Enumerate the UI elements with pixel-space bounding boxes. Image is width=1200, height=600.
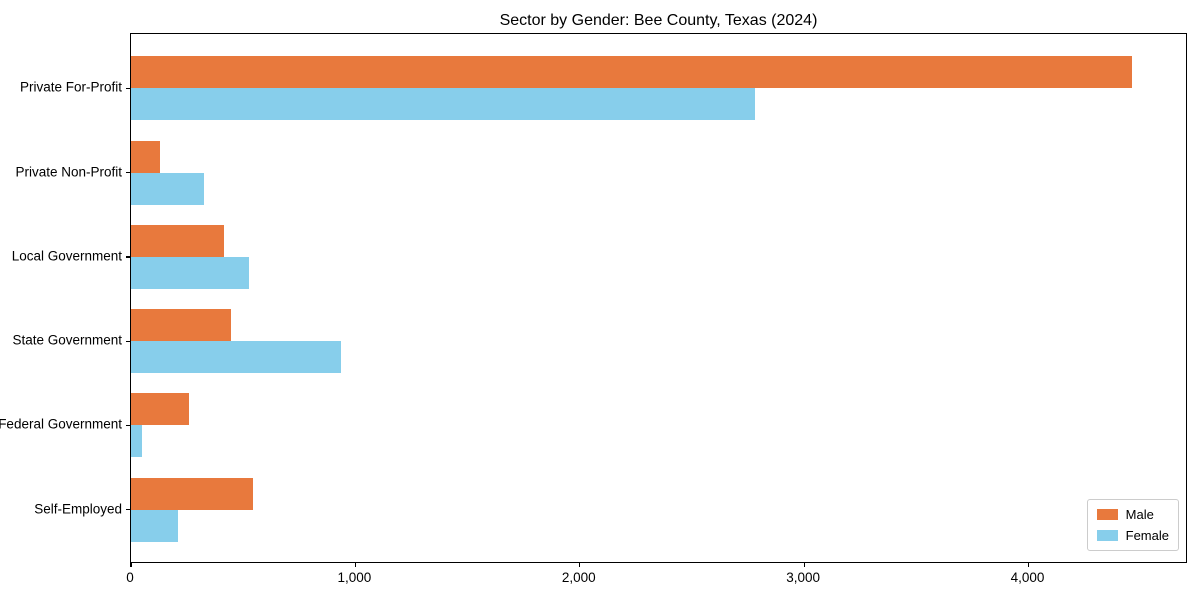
x-tick-mark (1027, 563, 1030, 567)
bar-female-1 (131, 88, 755, 121)
y-tick-mark (126, 340, 130, 342)
plot-area: Male Female (126, 33, 1187, 567)
legend-item-female: Female (1096, 528, 1169, 543)
chart-title: Sector by Gender: Bee County, Texas (202… (499, 12, 818, 29)
bar-male-5 (131, 393, 190, 426)
x-tick-mark (130, 563, 132, 567)
x-tick-label: 3,000 (786, 570, 821, 585)
y-tick-mark (126, 256, 130, 258)
bar-male-1 (131, 56, 1132, 89)
legend: Male Female (1086, 499, 1179, 551)
y-tick-mark (126, 509, 130, 511)
y-tick-mark (126, 172, 130, 174)
bar-female-4 (131, 341, 341, 374)
x-tick-mark (354, 563, 356, 567)
x-tick-label: 2,000 (561, 570, 596, 585)
legend-swatch-female (1096, 530, 1118, 541)
bar-female-5 (131, 425, 143, 458)
bar-female-6 (131, 509, 179, 542)
y-axis-label: Private Non-Profit (15, 164, 122, 180)
legend-swatch-male (1096, 509, 1118, 520)
bar-male-2 (131, 140, 161, 173)
bar-male-6 (131, 477, 254, 510)
y-tick-mark (126, 424, 130, 427)
y-axis-label: Private For-Profit (19, 79, 122, 95)
y-axis-labels: Private For-Profit Private Non-Profit Loca… (0, 33, 122, 563)
x-tick-mark (579, 563, 581, 567)
x-tick-label: 4,000 (1010, 570, 1045, 585)
x-axis: 0 1,000 2,000 3,000 4,000 (126, 570, 1187, 590)
bar-female-2 (131, 172, 204, 205)
x-tick-label: 1,000 (337, 570, 372, 585)
bar-male-4 (131, 309, 231, 342)
y-axis-label: Self-Employed (34, 501, 122, 517)
legend-item-male: Male (1096, 507, 1169, 522)
bar-female-3 (131, 256, 249, 289)
y-axis-label: Local Government (11, 248, 122, 264)
x-tick-mark (803, 563, 805, 567)
bar-male-3 (131, 224, 225, 257)
legend-label: Female (1125, 528, 1169, 543)
y-axis-label: Federal Government (0, 416, 122, 432)
y-axis-label: State Government (12, 332, 122, 348)
legend-label: Male (1125, 507, 1154, 522)
x-tick-label: 0 (126, 570, 134, 585)
y-tick-mark (126, 87, 130, 89)
